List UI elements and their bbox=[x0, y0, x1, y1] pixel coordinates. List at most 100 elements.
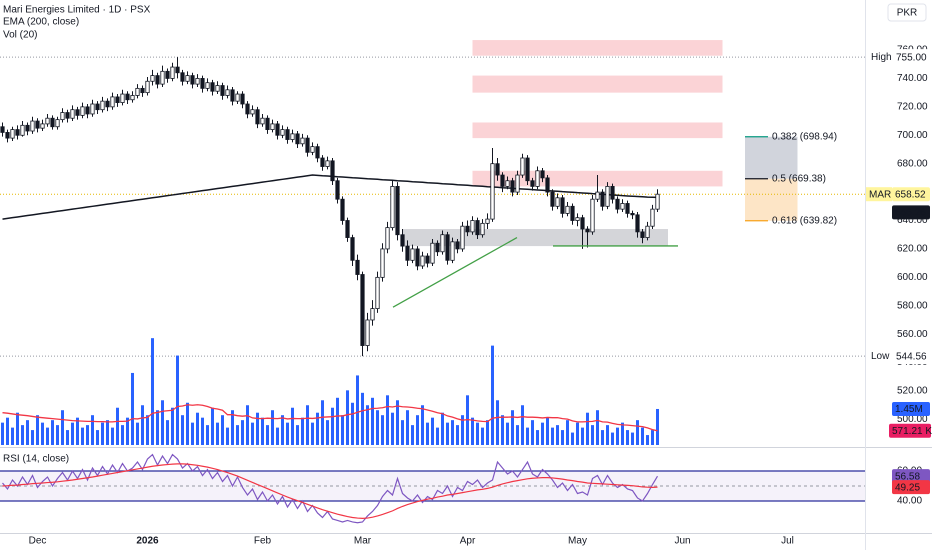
volume-bar bbox=[546, 417, 549, 445]
zone bbox=[403, 229, 668, 247]
candle-body bbox=[310, 146, 315, 153]
price-tag-label: 49.25 bbox=[895, 482, 920, 493]
volume-bar bbox=[496, 400, 499, 445]
currency[interactable]: PKR bbox=[897, 8, 918, 19]
candle-body bbox=[285, 129, 290, 140]
candle-body bbox=[600, 191, 605, 207]
candle-body bbox=[50, 117, 55, 128]
candle-body bbox=[355, 259, 360, 275]
candle-body bbox=[595, 191, 600, 200]
volume-bar bbox=[631, 432, 634, 445]
candle-body bbox=[45, 117, 50, 125]
volume-bar bbox=[241, 420, 244, 445]
rsi-line bbox=[2, 453, 659, 524]
candle-body bbox=[525, 157, 530, 182]
candle-body bbox=[370, 308, 375, 321]
volume-bar bbox=[71, 422, 74, 445]
volume-bar bbox=[511, 410, 514, 445]
candle-body bbox=[150, 75, 155, 82]
candle-body bbox=[195, 78, 200, 85]
volume-bar bbox=[656, 408, 659, 445]
volume-bar bbox=[166, 420, 169, 445]
currency-box[interactable] bbox=[887, 3, 927, 22]
volume-bar bbox=[471, 417, 474, 445]
candle-body bbox=[500, 174, 505, 187]
volume-bar bbox=[291, 407, 294, 445]
price-tag-label: 571.21 K bbox=[892, 426, 932, 437]
volume-bar bbox=[346, 390, 349, 445]
volume-bar bbox=[196, 412, 199, 445]
volume-bar bbox=[456, 425, 459, 445]
candle-body bbox=[235, 93, 240, 102]
candle-body bbox=[420, 255, 425, 267]
volume-bar bbox=[236, 425, 239, 445]
indicator-label[interactable]: RSI (14, close) bbox=[3, 454, 69, 465]
price-tag bbox=[892, 469, 930, 484]
volume-bar bbox=[376, 410, 379, 445]
price-tag bbox=[892, 401, 930, 416]
candle-body bbox=[65, 112, 70, 119]
candle-body bbox=[430, 242, 435, 264]
y-tick-label: 640.00 bbox=[897, 215, 928, 226]
indicator-label[interactable]: Vol (20) bbox=[3, 30, 37, 41]
fib-fill bbox=[745, 136, 798, 179]
candle-body bbox=[425, 255, 430, 264]
price-tag bbox=[892, 187, 930, 202]
y-tick-label: 680.00 bbox=[897, 158, 928, 169]
volume-bar bbox=[431, 417, 434, 445]
volume-bar bbox=[401, 420, 404, 445]
volume-bar bbox=[406, 410, 409, 445]
volume-bar bbox=[506, 422, 509, 445]
candle-body bbox=[110, 96, 115, 108]
volume-bar bbox=[416, 415, 419, 445]
volume-bar bbox=[371, 397, 374, 445]
volume-bar bbox=[316, 412, 319, 445]
candle-body bbox=[145, 80, 150, 94]
y-tick-label: 700.00 bbox=[897, 130, 928, 141]
candle-body bbox=[0, 126, 5, 133]
candle-body bbox=[100, 100, 105, 111]
price-tag-label: 1.45M bbox=[895, 404, 923, 415]
volume-bar bbox=[336, 397, 339, 445]
candle-body bbox=[255, 109, 260, 125]
candle-body bbox=[530, 180, 535, 187]
candle-body bbox=[545, 177, 550, 193]
indicator-label[interactable]: EMA (200, close) bbox=[3, 17, 79, 28]
volume-bar bbox=[261, 417, 264, 445]
candle-body bbox=[85, 106, 90, 115]
candle-body bbox=[505, 180, 510, 187]
volume-bar bbox=[216, 422, 219, 445]
candle-body bbox=[325, 160, 330, 167]
candle-body bbox=[125, 93, 130, 101]
candle-body bbox=[275, 123, 280, 136]
candle-body bbox=[490, 163, 495, 220]
y-tick-label: 600.00 bbox=[897, 272, 928, 283]
candle-body bbox=[90, 103, 95, 115]
candle-body bbox=[485, 218, 490, 224]
x-tick-label: Jun bbox=[674, 536, 690, 547]
volume-bar bbox=[266, 425, 269, 445]
volume-bar bbox=[286, 422, 289, 445]
candle-body bbox=[605, 186, 610, 207]
volume-bar bbox=[491, 345, 494, 445]
candle-body bbox=[465, 225, 470, 233]
candle-body bbox=[40, 123, 45, 129]
volume-bar bbox=[136, 422, 139, 445]
candle-body bbox=[155, 75, 160, 85]
candle-body bbox=[160, 70, 165, 85]
volume-bar bbox=[451, 420, 454, 445]
candle-body bbox=[25, 124, 30, 132]
volume-bar bbox=[501, 415, 504, 445]
price-tag-label: 755.00 bbox=[896, 52, 927, 63]
x-tick-label: Mar bbox=[354, 536, 372, 547]
candle-body bbox=[30, 120, 35, 132]
candle-body bbox=[215, 85, 220, 92]
candle-body bbox=[385, 227, 390, 250]
volume-bar bbox=[301, 417, 304, 445]
volume-bar bbox=[51, 420, 54, 445]
candle-body bbox=[175, 66, 180, 74]
price-tag bbox=[893, 50, 927, 65]
y-tick-label: 500.00 bbox=[897, 414, 928, 425]
volume-bar bbox=[111, 427, 114, 445]
volume-bar bbox=[311, 422, 314, 445]
